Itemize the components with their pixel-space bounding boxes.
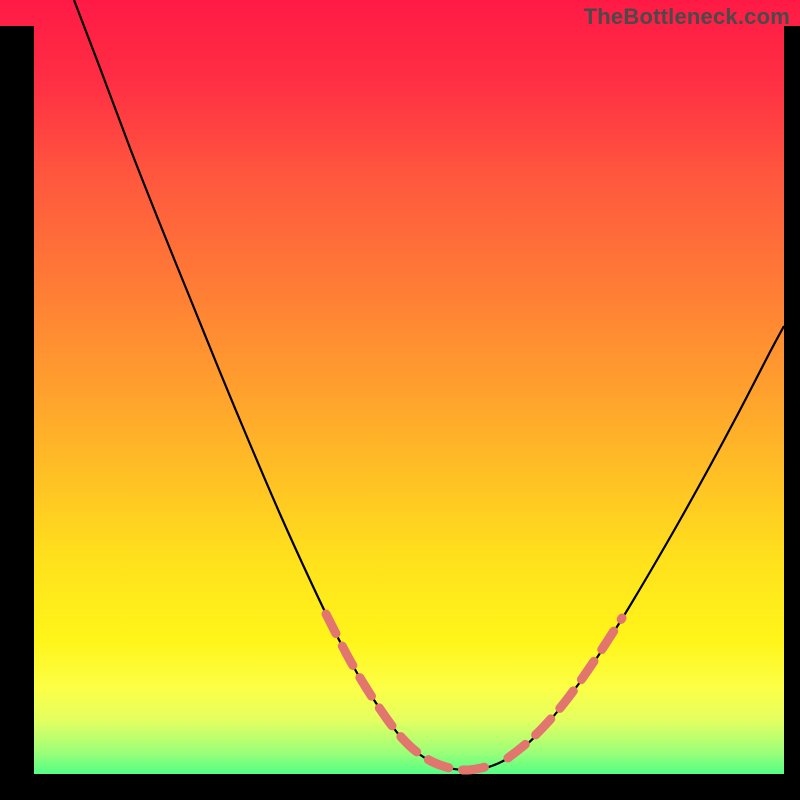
optimal-range-right [508,618,622,758]
bottleneck-curve [74,0,784,770]
chart-stage: TheBottleneck.com [0,0,800,800]
optimal-range-left [326,614,490,770]
watermark-text: TheBottleneck.com [584,4,790,30]
chart-overlay [0,0,800,800]
